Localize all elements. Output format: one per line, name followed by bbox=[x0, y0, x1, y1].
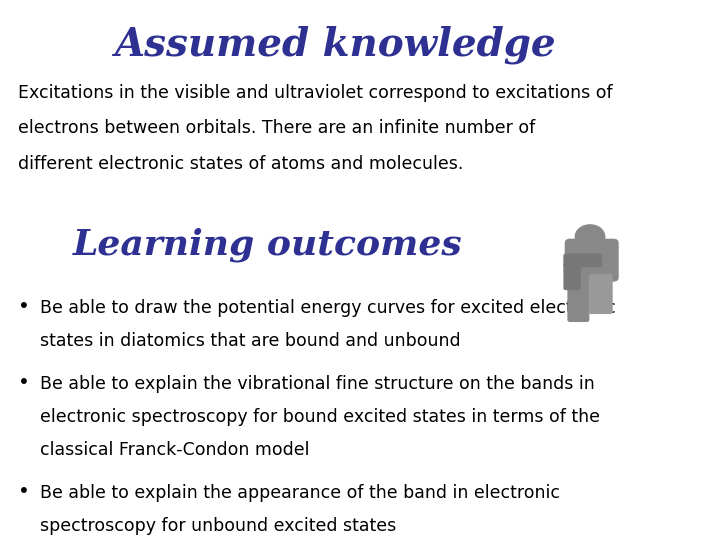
Text: Be able to explain the appearance of the band in electronic: Be able to explain the appearance of the… bbox=[40, 484, 560, 503]
Text: •: • bbox=[18, 296, 30, 315]
Text: classical Franck-Condon model: classical Franck-Condon model bbox=[40, 441, 310, 459]
Text: Be able to explain the vibrational fine structure on the bands in: Be able to explain the vibrational fine … bbox=[40, 375, 595, 393]
Text: •: • bbox=[18, 373, 30, 392]
Text: different electronic states of atoms and molecules.: different electronic states of atoms and… bbox=[18, 155, 464, 173]
Text: spectroscopy for unbound excited states: spectroscopy for unbound excited states bbox=[40, 517, 396, 535]
FancyBboxPatch shape bbox=[589, 274, 613, 314]
Text: Excitations in the visible and ultraviolet correspond to excitations of: Excitations in the visible and ultraviol… bbox=[18, 84, 613, 102]
Text: states in diatomics that are bound and unbound: states in diatomics that are bound and u… bbox=[40, 332, 461, 349]
Text: •: • bbox=[18, 482, 30, 501]
FancyBboxPatch shape bbox=[564, 239, 618, 282]
FancyBboxPatch shape bbox=[567, 273, 590, 322]
Text: electronic spectroscopy for bound excited states in terms of the: electronic spectroscopy for bound excite… bbox=[40, 408, 600, 426]
Text: electrons between orbitals. There are an infinite number of: electrons between orbitals. There are an… bbox=[18, 119, 535, 137]
FancyBboxPatch shape bbox=[563, 254, 602, 267]
Text: Learning outcomes: Learning outcomes bbox=[73, 227, 463, 261]
Text: Be able to draw the potential energy curves for excited electronic: Be able to draw the potential energy cur… bbox=[40, 299, 616, 316]
Text: Assumed knowledge: Assumed knowledge bbox=[114, 25, 556, 64]
FancyBboxPatch shape bbox=[563, 262, 581, 290]
Circle shape bbox=[575, 225, 605, 248]
